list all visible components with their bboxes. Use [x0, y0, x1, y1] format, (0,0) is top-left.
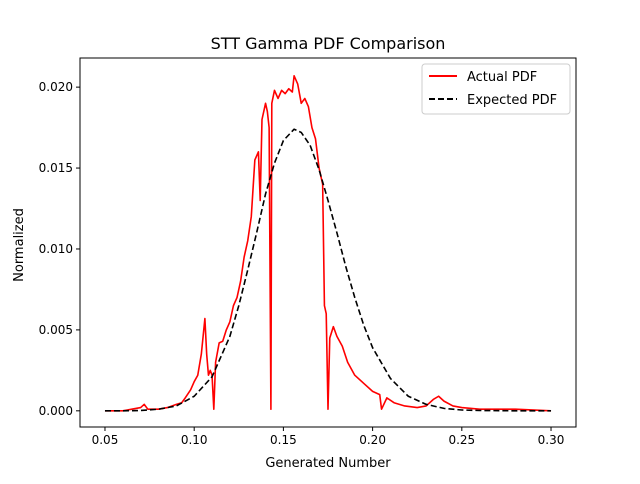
legend-box [421, 63, 571, 115]
x-tick-label: 0.30 [538, 433, 565, 447]
series-line-expected-pdf [104, 128, 552, 412]
series-layer [104, 75, 552, 412]
y-axis-label: Normalized [12, 208, 27, 282]
x-tick-label: 0.20 [359, 433, 386, 447]
y-tick-label: 0.000 [39, 404, 73, 418]
legend-expected-label: Expected PDF [467, 93, 557, 108]
chart-title: STT Gamma PDF Comparison [211, 34, 446, 53]
y-tick-label: 0.020 [39, 80, 73, 94]
y-tick-label: 0.005 [39, 323, 73, 337]
x-tick-label: 0.25 [448, 433, 475, 447]
x-axis-label: Generated Number [265, 456, 391, 471]
y-axis-ticks: 0.000 0.005 0.010 0.015 0.020 [39, 80, 80, 418]
x-axis-ticks: 0.05 0.10 0.15 0.20 0.25 0.30 [92, 427, 565, 447]
x-tick-label: 0.15 [270, 433, 297, 447]
plot-frame [79, 57, 577, 428]
legend-actual-label: Actual PDF [467, 70, 537, 85]
x-tick-label: 0.10 [181, 433, 208, 447]
legend: Actual PDF Expected PDF [421, 63, 571, 115]
y-tick-label: 0.015 [39, 161, 73, 175]
series-line-actual-pdf [104, 75, 552, 412]
x-tick-label: 0.05 [92, 433, 119, 447]
y-tick-label: 0.010 [39, 242, 73, 256]
